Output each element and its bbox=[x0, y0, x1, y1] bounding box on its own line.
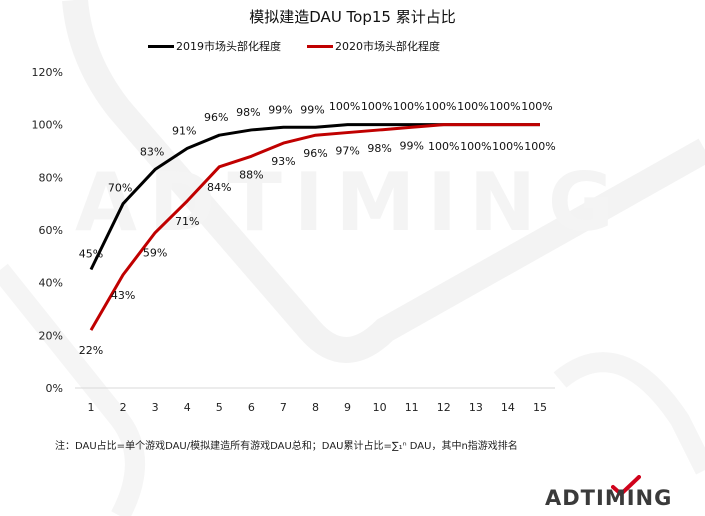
y-tick-label: 100% bbox=[32, 119, 63, 132]
y-tick-label: 80% bbox=[39, 171, 63, 184]
data-label-2020: 84% bbox=[207, 181, 231, 194]
y-tick-label: 20% bbox=[39, 329, 63, 342]
data-label-2019: 100% bbox=[329, 100, 360, 113]
data-label-2019: 99% bbox=[300, 103, 324, 116]
x-tick-label: 4 bbox=[184, 401, 191, 414]
line-chart: 0%20%40%60%80%100%120%1 2 3 4 5 6 7 8 9 10 11 12 13 1… bbox=[32, 66, 556, 414]
x-tick-label: 9 bbox=[344, 401, 351, 414]
x-tick-label: 14 bbox=[501, 401, 515, 414]
data-label-2019: 70% bbox=[108, 182, 132, 195]
data-label-2020: 100% bbox=[428, 140, 459, 153]
data-label-2019: 100% bbox=[393, 100, 424, 113]
data-label-2019: 100% bbox=[457, 100, 488, 113]
legend-item-2020: 2020市场头部化程度 bbox=[307, 38, 440, 54]
data-label-2020: 100% bbox=[492, 140, 523, 153]
legend-item-2019: 2019市场头部化程度 bbox=[148, 38, 281, 54]
footnote: 注：DAU占比=单个游戏DAU/模拟建造所有游戏DAU总和；DAU累计占比=∑₁… bbox=[55, 441, 518, 452]
y-tick-label: 120% bbox=[32, 66, 63, 79]
data-label-2020: 59% bbox=[143, 247, 167, 260]
x-tick-label: 13 bbox=[469, 401, 483, 414]
data-label-2020: 96% bbox=[303, 147, 327, 160]
y-tick-label: 60% bbox=[39, 224, 63, 237]
legend-label-2020: 2020市场头部化程度 bbox=[335, 40, 440, 53]
legend-label-2019: 2019市场头部化程度 bbox=[176, 40, 281, 53]
data-label-2019: 100% bbox=[425, 100, 456, 113]
data-label-2019: 100% bbox=[489, 100, 520, 113]
x-tick-label: 5 bbox=[216, 401, 223, 414]
series-line-2020 bbox=[89, 123, 540, 331]
logo-check-icon bbox=[611, 475, 641, 497]
chart-legend: 2019市场头部化程度 2020市场头部化程度 bbox=[148, 38, 440, 54]
data-label-2020: 43% bbox=[111, 289, 135, 302]
data-label-2020: 100% bbox=[524, 140, 555, 153]
data-label-2020: 97% bbox=[335, 145, 359, 158]
x-tick-label: 1 bbox=[88, 401, 95, 414]
data-label-2020: 22% bbox=[79, 344, 103, 357]
y-tick-label: 0% bbox=[46, 382, 63, 395]
x-tick-label: 8 bbox=[312, 401, 319, 414]
data-label-2020: 71% bbox=[175, 215, 199, 228]
x-tick-label: 15 bbox=[533, 401, 547, 414]
data-label-2019: 83% bbox=[140, 145, 164, 158]
data-label-2019: 99% bbox=[268, 103, 292, 116]
data-label-2020: 98% bbox=[367, 142, 391, 155]
x-tick-label: 2 bbox=[120, 401, 127, 414]
brand-logo: ADTIMING bbox=[545, 486, 673, 510]
x-tick-label: 11 bbox=[405, 401, 419, 414]
data-label-2020: 93% bbox=[271, 155, 295, 168]
x-tick-label: 3 bbox=[152, 401, 159, 414]
data-label-2019: 100% bbox=[521, 100, 552, 113]
data-label-2019: 98% bbox=[236, 106, 260, 119]
x-tick-label: 10 bbox=[373, 401, 387, 414]
data-label-2019: 96% bbox=[204, 111, 228, 124]
data-label-2019: 100% bbox=[361, 100, 392, 113]
data-label-2019: 91% bbox=[172, 124, 196, 137]
x-tick-label: 7 bbox=[280, 401, 287, 414]
y-tick-label: 40% bbox=[39, 277, 63, 290]
data-label-2020: 88% bbox=[239, 168, 263, 181]
data-label-2020: 99% bbox=[399, 139, 423, 152]
legend-swatch-2020 bbox=[307, 44, 333, 48]
data-label-2020: 100% bbox=[460, 140, 491, 153]
x-tick-label: 6 bbox=[248, 401, 255, 414]
chart-title: 模拟建造DAU Top15 累计占比 bbox=[249, 8, 456, 26]
x-tick-label: 12 bbox=[437, 401, 451, 414]
data-label-2019: 45% bbox=[79, 248, 103, 261]
legend-swatch-2019 bbox=[148, 44, 174, 48]
